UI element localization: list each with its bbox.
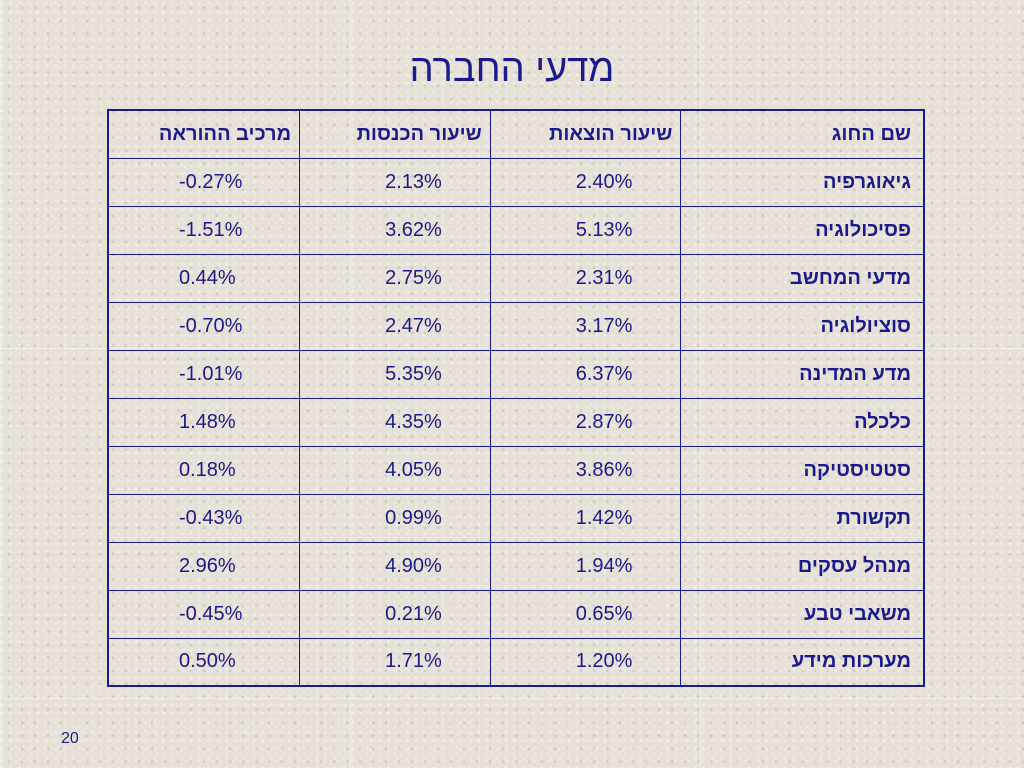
table-row: סטטיסטיקה 3.86% 4.05% 0.18% <box>107 445 925 495</box>
cell-department: פסיכולוגיה <box>680 205 925 255</box>
cell-teaching-component: -1.01% <box>107 349 301 399</box>
table-row: מדעי המחשב 2.31% 2.75% 0.44% <box>107 253 925 303</box>
cell-income-rate: 5.35% <box>299 349 491 399</box>
cell-department: סוציולוגיה <box>680 301 925 351</box>
cell-income-rate: 1.71% <box>299 637 491 687</box>
cell-teaching-component: -0.70% <box>107 301 301 351</box>
table-header-row: שם החוג שיעור הוצאות שיעור הכנסות מרכיב … <box>107 109 925 159</box>
cell-department: מערכות מידע <box>680 637 925 687</box>
table-row: מדע המדינה 6.37% 5.35% -1.01% <box>107 349 925 399</box>
header-teaching-component: מרכיב ההוראה <box>107 109 301 159</box>
cell-teaching-component: 0.18% <box>107 445 301 495</box>
header-income-rate: שיעור הכנסות <box>299 109 491 159</box>
cell-teaching-component: 1.48% <box>107 397 301 447</box>
cell-department: סטטיסטיקה <box>680 445 925 495</box>
table-row: מנהל עסקים 1.94% 4.90% 2.96% <box>107 541 925 591</box>
table-row: תקשורת 1.42% 0.99% -0.43% <box>107 493 925 543</box>
cell-income-rate: 4.90% <box>299 541 491 591</box>
cell-teaching-component: -1.51% <box>107 205 301 255</box>
data-table: שם החוג שיעור הוצאות שיעור הכנסות מרכיב … <box>107 109 925 687</box>
cell-department: כלכלה <box>680 397 925 447</box>
table-row: פסיכולוגיה 5.13% 3.62% -1.51% <box>107 205 925 255</box>
cell-expense-rate: 5.13% <box>489 205 682 255</box>
cell-teaching-component: 0.50% <box>107 637 301 687</box>
table-row: מערכות מידע 1.20% 1.71% 0.50% <box>107 637 925 687</box>
table-row: גיאוגרפיה 2.40% 2.13% -0.27% <box>107 157 925 207</box>
cell-income-rate: 2.47% <box>299 301 491 351</box>
slide-title: מדעי החברה <box>409 48 615 90</box>
cell-expense-rate: 3.86% <box>489 445 682 495</box>
cell-teaching-component: -0.43% <box>107 493 301 543</box>
cell-expense-rate: 0.65% <box>489 589 682 639</box>
cell-department: מדעי המחשב <box>680 253 925 303</box>
page-number: 20 <box>61 730 79 747</box>
cell-department: מנהל עסקים <box>680 541 925 591</box>
cell-expense-rate: 2.40% <box>489 157 682 207</box>
cell-expense-rate: 1.94% <box>489 541 682 591</box>
cell-expense-rate: 2.87% <box>489 397 682 447</box>
cell-expense-rate: 3.17% <box>489 301 682 351</box>
cell-income-rate: 0.99% <box>299 493 491 543</box>
cell-expense-rate: 1.42% <box>489 493 682 543</box>
table-row: כלכלה 2.87% 4.35% 1.48% <box>107 397 925 447</box>
cell-teaching-component: 2.96% <box>107 541 301 591</box>
cell-department: תקשורת <box>680 493 925 543</box>
cell-teaching-component: 0.44% <box>107 253 301 303</box>
cell-income-rate: 3.62% <box>299 205 491 255</box>
table-row: סוציולוגיה 3.17% 2.47% -0.70% <box>107 301 925 351</box>
cell-expense-rate: 6.37% <box>489 349 682 399</box>
cell-income-rate: 4.35% <box>299 397 491 447</box>
cell-expense-rate: 1.20% <box>489 637 682 687</box>
cell-income-rate: 2.13% <box>299 157 491 207</box>
cell-department: משאבי טבע <box>680 589 925 639</box>
header-expense-rate: שיעור הוצאות <box>489 109 682 159</box>
cell-income-rate: 2.75% <box>299 253 491 303</box>
cell-teaching-component: -0.27% <box>107 157 301 207</box>
cell-department: מדע המדינה <box>680 349 925 399</box>
table-row: משאבי טבע 0.65% 0.21% -0.45% <box>107 589 925 639</box>
cell-teaching-component: -0.45% <box>107 589 301 639</box>
cell-income-rate: 0.21% <box>299 589 491 639</box>
cell-expense-rate: 2.31% <box>489 253 682 303</box>
header-department: שם החוג <box>680 109 925 159</box>
cell-income-rate: 4.05% <box>299 445 491 495</box>
cell-department: גיאוגרפיה <box>680 157 925 207</box>
